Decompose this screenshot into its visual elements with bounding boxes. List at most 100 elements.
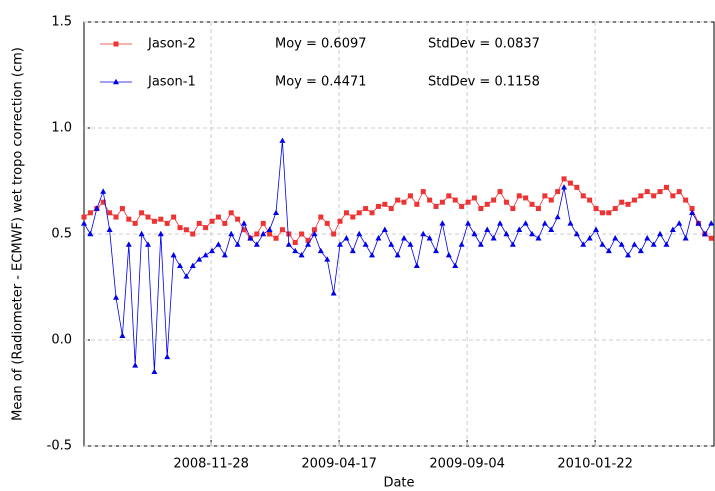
marker: [190, 231, 196, 237]
x-tick-label: 2008-11-28: [173, 457, 249, 472]
marker: [343, 210, 349, 216]
marker: [580, 241, 587, 247]
marker: [241, 227, 247, 233]
marker: [164, 220, 170, 226]
legend-label: Jason-2: [147, 37, 196, 52]
marker: [317, 247, 324, 254]
marker: [651, 193, 657, 199]
marker: [170, 252, 177, 258]
marker: [644, 189, 650, 195]
marker: [266, 226, 273, 232]
marker: [587, 197, 593, 203]
marker: [305, 237, 311, 243]
marker: [260, 230, 267, 237]
marker: [593, 226, 600, 232]
marker: [669, 226, 676, 232]
marker: [235, 216, 241, 222]
marker: [337, 241, 344, 247]
marker: [452, 197, 458, 203]
y-tick-label: 1.0: [51, 121, 72, 136]
marker: [478, 206, 484, 212]
marker: [318, 214, 324, 220]
marker: [267, 231, 273, 237]
marker: [196, 256, 203, 262]
marker: [87, 210, 93, 216]
marker: [331, 231, 337, 237]
marker: [612, 206, 618, 212]
marker: [574, 184, 580, 190]
marker: [330, 290, 337, 296]
marker: [471, 195, 477, 201]
marker: [606, 210, 612, 216]
marker: [683, 197, 689, 203]
marker: [459, 203, 465, 209]
marker: [599, 241, 606, 247]
marker: [100, 199, 106, 205]
marker: [708, 235, 714, 241]
x-tick-label: 2010-01-22: [557, 457, 633, 472]
marker: [413, 262, 420, 268]
marker: [324, 220, 330, 226]
marker: [311, 227, 317, 233]
marker: [362, 241, 369, 247]
marker: [337, 218, 343, 224]
marker: [145, 241, 152, 247]
marker: [119, 206, 125, 212]
marker: [145, 214, 151, 220]
marker: [535, 235, 542, 241]
marker: [292, 247, 299, 254]
marker: [541, 220, 548, 226]
marker: [701, 230, 708, 237]
marker: [394, 252, 401, 258]
marker: [228, 210, 234, 216]
marker: [215, 214, 221, 220]
marker: [151, 368, 158, 374]
marker: [452, 262, 459, 268]
marker: [433, 203, 439, 209]
marker: [580, 193, 586, 199]
marker: [221, 252, 228, 258]
marker: [516, 226, 523, 232]
marker: [356, 210, 362, 216]
marker: [414, 201, 420, 207]
marker: [638, 193, 644, 199]
marker: [484, 226, 491, 232]
legend-marker: [113, 78, 119, 85]
marker: [625, 252, 632, 258]
x-tick-label: 2009-09-04: [429, 457, 505, 472]
y-tick-label: -0.5: [47, 439, 72, 454]
marker: [477, 241, 484, 247]
marker: [605, 247, 612, 254]
marker: [298, 252, 305, 258]
marker: [324, 256, 331, 262]
marker: [177, 225, 183, 231]
marker: [228, 230, 235, 237]
marker: [529, 230, 536, 237]
marker: [171, 214, 177, 220]
marker: [279, 227, 285, 233]
marker: [619, 199, 625, 205]
marker: [491, 197, 497, 203]
marker: [561, 184, 568, 190]
marker: [420, 189, 426, 195]
legend-marker: [113, 41, 119, 47]
marker: [433, 247, 440, 254]
marker: [650, 241, 657, 247]
marker: [689, 206, 695, 212]
marker: [439, 199, 445, 205]
marker: [292, 239, 298, 245]
marker: [139, 210, 145, 216]
marker: [260, 220, 266, 226]
marker: [382, 201, 388, 207]
legend-stat: StdDev = 0.1158: [428, 75, 540, 90]
marker: [599, 210, 605, 216]
marker: [586, 235, 593, 241]
marker: [183, 227, 189, 233]
marker: [439, 220, 446, 226]
marker: [523, 195, 529, 201]
marker: [663, 241, 670, 247]
marker: [676, 189, 682, 195]
marker: [126, 216, 132, 222]
marker: [81, 220, 87, 226]
marker: [350, 214, 356, 220]
